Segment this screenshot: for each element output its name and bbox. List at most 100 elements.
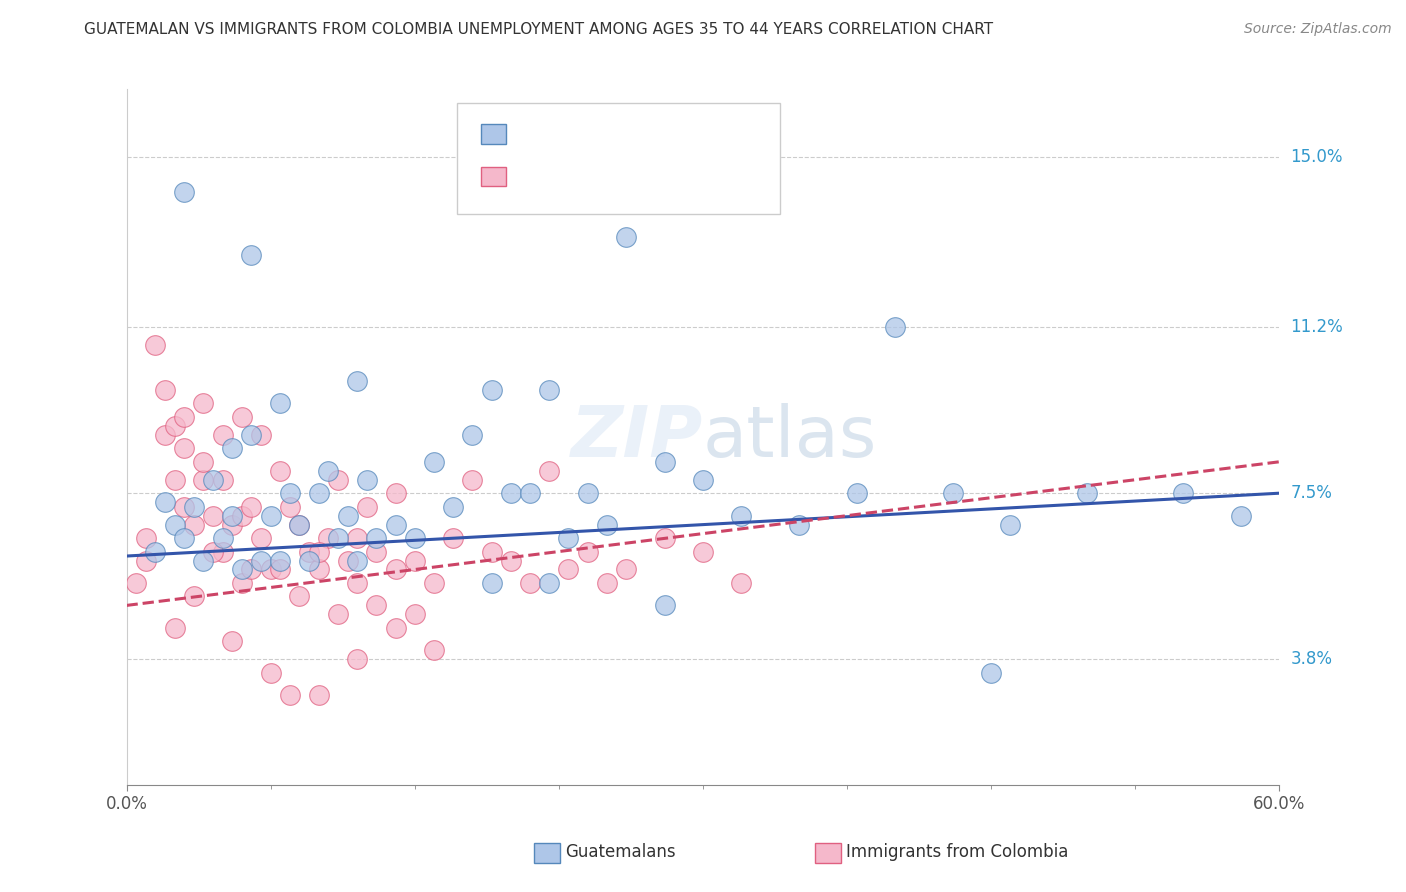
Point (202, 508, 225, 523)
Text: 57: 57 (650, 125, 672, 143)
Point (384, 517, 406, 532)
Point (173, 442, 195, 456)
Point (845, 486, 868, 500)
Text: 15.0%: 15.0% (1291, 147, 1343, 166)
Point (231, 562, 253, 576)
Point (692, 544, 714, 558)
Point (183, 590, 205, 604)
Text: 73: 73 (650, 168, 673, 186)
Point (346, 374, 368, 388)
Point (423, 455, 446, 469)
Point (441, 500, 464, 514)
Text: N =: N = (607, 125, 655, 143)
Point (231, 576, 253, 591)
Point (240, 248, 263, 262)
Point (654, 531, 676, 545)
Point (538, 383, 561, 397)
Point (346, 576, 368, 591)
Point (942, 486, 965, 500)
Point (318, 531, 340, 545)
Point (356, 473, 378, 487)
Point (654, 455, 676, 469)
Text: Guatemalans: Guatemalans (565, 843, 676, 861)
Point (980, 665, 1002, 680)
Point (481, 544, 503, 558)
Point (346, 553, 368, 567)
Text: Source: ZipAtlas.com: Source: ZipAtlas.com (1244, 22, 1392, 37)
Point (193, 553, 215, 567)
Point (346, 652, 368, 666)
Point (231, 508, 253, 523)
Point (884, 320, 907, 334)
Point (730, 576, 752, 591)
Point (163, 418, 186, 433)
Point (298, 544, 321, 558)
Point (221, 634, 243, 648)
Point (730, 508, 752, 523)
Point (576, 544, 599, 558)
Point (596, 576, 619, 591)
Text: 0.204: 0.204 (555, 168, 607, 186)
Point (461, 427, 484, 442)
Point (326, 531, 349, 545)
Point (193, 473, 215, 487)
Point (202, 473, 225, 487)
Point (153, 383, 176, 397)
Text: ZIP: ZIP (571, 402, 703, 472)
Text: 0.190: 0.190 (555, 125, 607, 143)
Point (231, 409, 253, 424)
Point (250, 553, 273, 567)
Point (787, 517, 810, 532)
Point (308, 486, 330, 500)
Text: 11.2%: 11.2% (1291, 318, 1343, 336)
Point (384, 562, 406, 576)
Point (240, 427, 263, 442)
Point (499, 553, 522, 567)
Point (173, 186, 195, 200)
Text: N =: N = (607, 168, 655, 186)
Point (221, 442, 243, 456)
Point (211, 531, 233, 545)
Point (614, 230, 637, 244)
Text: R =: R = (520, 168, 557, 186)
Point (298, 553, 321, 567)
Point (614, 562, 637, 576)
Point (269, 464, 291, 478)
Point (288, 517, 311, 532)
Point (211, 427, 233, 442)
Point (153, 427, 176, 442)
Point (193, 455, 215, 469)
Text: Immigrants from Colombia: Immigrants from Colombia (846, 843, 1069, 861)
Point (461, 473, 484, 487)
Point (211, 544, 233, 558)
Point (308, 562, 330, 576)
Text: 7.5%: 7.5% (1291, 484, 1333, 502)
Point (384, 621, 406, 635)
Point (557, 562, 579, 576)
Point (1000, 517, 1022, 532)
Point (336, 508, 359, 523)
Point (259, 665, 281, 680)
Point (441, 531, 464, 545)
Point (346, 531, 368, 545)
Point (366, 599, 388, 613)
Point (404, 607, 426, 622)
Point (221, 517, 243, 532)
Point (538, 576, 561, 591)
Point (278, 486, 301, 500)
Point (183, 500, 205, 514)
Point (336, 553, 359, 567)
Point (557, 531, 579, 545)
Point (135, 553, 157, 567)
Point (193, 396, 215, 410)
Point (404, 531, 426, 545)
Point (596, 517, 619, 532)
Point (259, 562, 281, 576)
Point (288, 590, 311, 604)
Point (423, 576, 446, 591)
Text: GUATEMALAN VS IMMIGRANTS FROM COLOMBIA UNEMPLOYMENT AMONG AGES 35 TO 44 YEARS CO: GUATEMALAN VS IMMIGRANTS FROM COLOMBIA U… (84, 22, 994, 37)
Point (308, 544, 330, 558)
Point (308, 688, 330, 702)
Point (145, 338, 166, 352)
Point (145, 544, 166, 558)
